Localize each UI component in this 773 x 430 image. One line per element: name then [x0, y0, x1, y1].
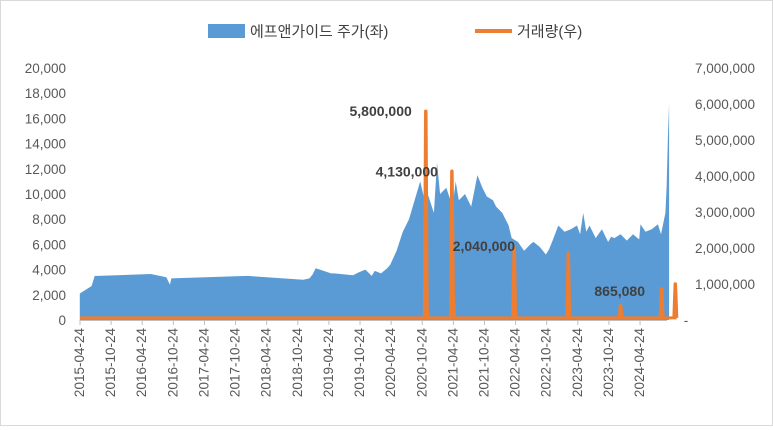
axes: 0 2,000 4,000 6,000 8,000 10,000 12,000 14,000 1…: [25, 61, 755, 397]
y-right-tick-label: 6,000,000: [695, 97, 755, 112]
x-tick-label: 2016-10-24: [165, 328, 180, 398]
volume-spike-0: [422, 109, 431, 319]
y-left-tick-label: 8,000: [32, 212, 66, 227]
x-tick-label: 2019-10-24: [352, 328, 367, 398]
x-tick-label: 2016-04-24: [134, 328, 149, 398]
y-left-tick-label: 18,000: [25, 86, 66, 101]
y-left-tick-label: 12,000: [25, 162, 66, 177]
x-tick-label: 2018-04-24: [259, 328, 274, 398]
x-tick-label: 2019-04-24: [321, 328, 336, 398]
x-tick-label: 2022-04-24: [508, 328, 523, 398]
x-tick-label: 2018-10-24: [290, 328, 305, 398]
volume-data-label: 5,800,000: [350, 103, 412, 119]
y-right-tick-label: -: [684, 313, 689, 328]
legend-label-volume: 거래량(우): [517, 24, 582, 41]
volume-data-label: 2,040,000: [453, 238, 515, 254]
y-left-tick-label: 14,000: [25, 137, 66, 152]
y-right-tick-label: 4,000,000: [695, 169, 755, 184]
y-left-tick-label: 2,000: [32, 288, 66, 303]
legend: 에프앤가이드 주가(좌) 거래량(우): [208, 24, 582, 41]
volume-spike-4: [617, 303, 624, 318]
price-area-layer: [79, 103, 670, 320]
price-area: [79, 103, 670, 320]
y-left-tick-label: 4,000: [32, 263, 66, 278]
volume-spike-2: [511, 244, 518, 318]
volume-spike-1: [448, 169, 457, 318]
x-tick-label: 2020-10-24: [414, 328, 429, 398]
y-right-tick-label: 2,000,000: [695, 241, 755, 256]
y-right-tick-label: 3,000,000: [695, 205, 755, 220]
annotations: 5,800,000 4,130,000 2,040,000 865,080: [350, 103, 646, 299]
x-tick-label: 2020-04-24: [383, 328, 398, 398]
y-left-tick-label: 6,000: [32, 237, 66, 252]
x-tick-label: 2024-04-24: [632, 328, 647, 398]
y-left-tick-label: 20,000: [25, 61, 66, 76]
volume-data-label: 4,130,000: [376, 163, 438, 179]
y-right-tick-label: 7,000,000: [695, 61, 755, 76]
x-tick-label: 2017-10-24: [228, 328, 243, 398]
y-left-tick-label: 16,000: [25, 111, 66, 126]
y-left-tick-label: 0: [58, 313, 66, 328]
y-right-tick-label: 1,000,000: [695, 277, 755, 292]
volume-data-label: 865,080: [594, 283, 645, 299]
volume-line-layer: [80, 109, 679, 320]
volume-spike-3: [565, 251, 572, 318]
volume-spike-5: [658, 287, 665, 318]
x-tick-label: 2021-10-24: [476, 328, 491, 398]
legend-swatch-price: [208, 24, 245, 38]
x-tick-label: 2017-04-24: [196, 328, 211, 398]
x-tick-label: 2022-10-24: [539, 328, 554, 398]
x-tick-label: 2021-04-24: [445, 328, 460, 398]
legend-label-price: 에프앤가이드 주가(좌): [250, 24, 388, 41]
x-tick-label: 2015-04-24: [72, 328, 87, 398]
y-right-tick-label: 5,000,000: [695, 133, 755, 148]
volume-spike-6: [672, 282, 679, 318]
x-tick-label: 2015-10-24: [103, 328, 118, 398]
y-left-tick-label: 10,000: [25, 187, 66, 202]
x-tick-label: 2023-04-24: [570, 328, 585, 398]
x-tick-label: 2023-10-24: [601, 328, 616, 398]
